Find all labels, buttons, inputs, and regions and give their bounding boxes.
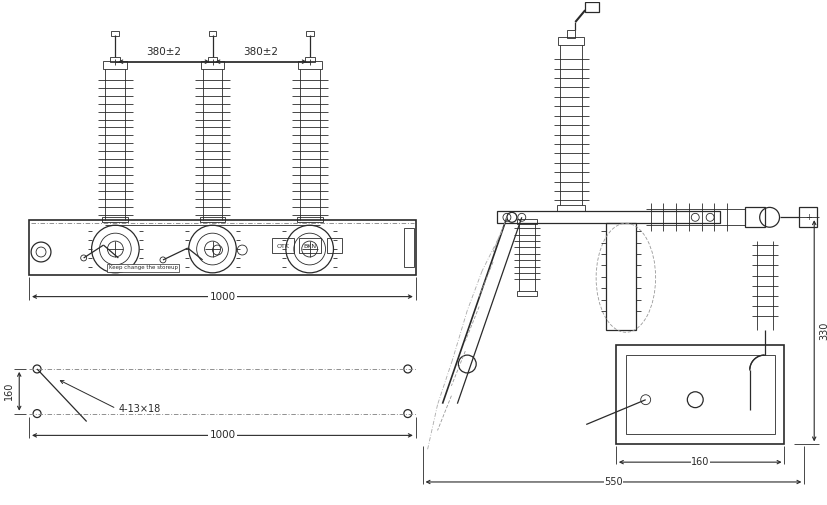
Bar	[208, 57, 218, 62]
Text: +: +	[804, 213, 810, 222]
Bar	[615, 345, 783, 444]
Text: BKN: BKN	[303, 243, 316, 248]
Bar	[625, 355, 773, 434]
Bar	[516, 291, 536, 295]
Text: 380±2: 380±2	[146, 47, 181, 57]
Bar	[326, 238, 342, 253]
Bar	[305, 31, 313, 36]
Text: OTK: OTK	[276, 243, 289, 248]
Bar	[516, 219, 536, 224]
Text: 330: 330	[818, 322, 827, 340]
Bar	[103, 61, 127, 69]
Bar	[298, 61, 321, 69]
Bar	[798, 208, 816, 227]
Bar	[557, 206, 585, 212]
Text: 160: 160	[691, 457, 709, 467]
Bar	[585, 2, 599, 12]
Bar	[110, 57, 120, 62]
Bar	[299, 238, 320, 253]
Text: 4-13×18: 4-13×18	[118, 403, 160, 414]
Bar	[200, 61, 224, 69]
Text: 550: 550	[604, 477, 622, 487]
Bar	[744, 208, 763, 227]
Bar	[29, 220, 415, 275]
Bar	[112, 31, 119, 36]
Bar	[296, 217, 323, 222]
Bar	[199, 217, 225, 222]
Bar	[496, 212, 719, 223]
Text: Keep change the storeup: Keep change the storeup	[108, 265, 178, 270]
Bar	[404, 228, 414, 267]
Bar	[272, 238, 294, 253]
Bar	[605, 223, 635, 330]
Bar	[566, 30, 575, 38]
Text: 1000: 1000	[209, 291, 235, 301]
Bar	[557, 37, 584, 45]
Text: 160: 160	[4, 382, 14, 400]
Bar	[103, 217, 128, 222]
Bar	[208, 31, 216, 36]
Text: 380±2: 380±2	[243, 47, 278, 57]
Bar	[304, 57, 314, 62]
Text: 1000: 1000	[209, 430, 235, 440]
